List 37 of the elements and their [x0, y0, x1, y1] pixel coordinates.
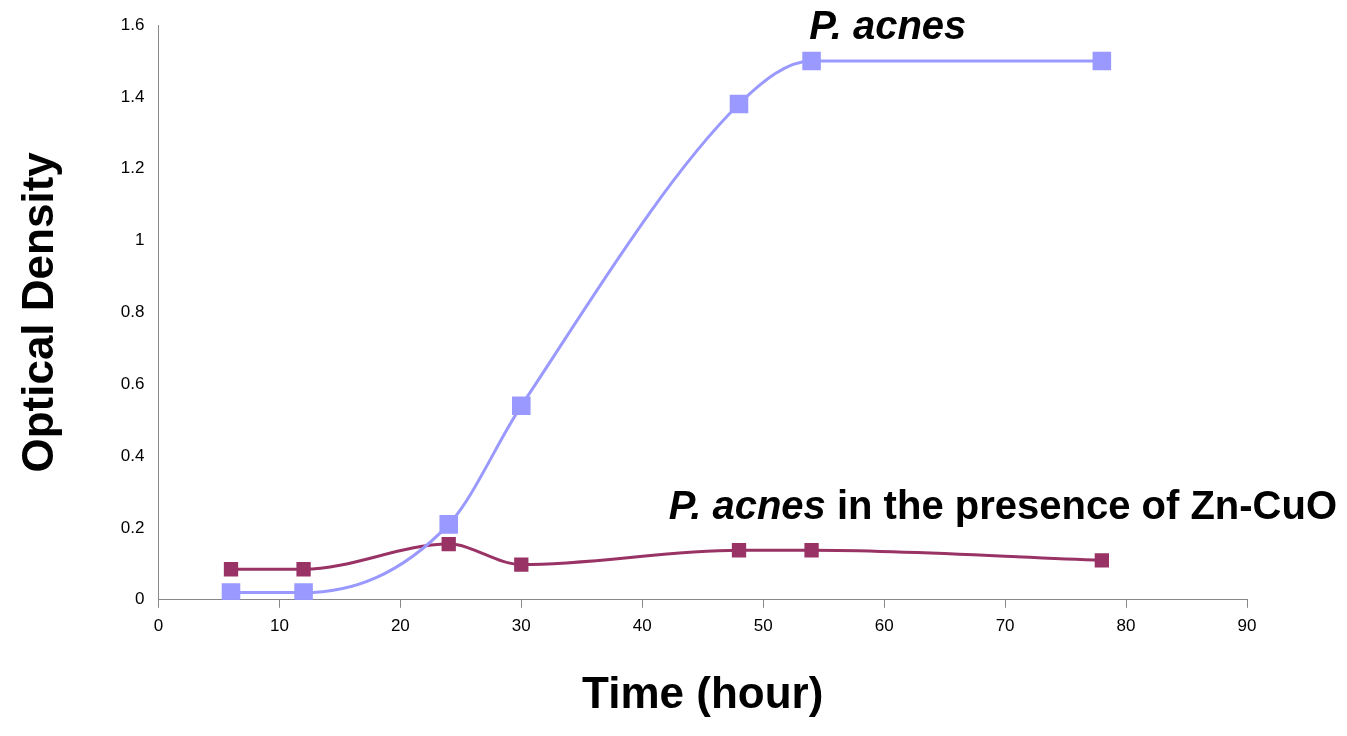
- point: [441, 536, 456, 552]
- x-tick-label: 20: [390, 615, 410, 635]
- point: [221, 583, 241, 600]
- y-tick-label: 0.8: [120, 302, 145, 322]
- point: [439, 515, 458, 534]
- x-axis-title: Time (hour): [582, 667, 824, 717]
- point: [1094, 553, 1110, 568]
- y-tick-label: 1.6: [120, 14, 145, 34]
- series-label: P. acnes in the presence of Zn-CuO: [668, 483, 1337, 528]
- x-tick-label: 30: [511, 615, 531, 635]
- point: [802, 51, 821, 71]
- y-tick-label: 0.6: [120, 373, 145, 393]
- y-tick-label: 0.2: [120, 517, 145, 537]
- series-label: P. acnes: [809, 2, 967, 47]
- point: [1092, 51, 1112, 71]
- x-tick-label: 70: [995, 615, 1015, 635]
- point: [729, 94, 749, 114]
- x-tick-label: 60: [874, 615, 894, 635]
- x-tick-label: 0: [153, 615, 164, 635]
- y-tick-label: 1: [134, 230, 145, 250]
- x-tick-label: 80: [1116, 615, 1136, 635]
- y-tick-label: 1.4: [120, 86, 145, 106]
- point: [296, 562, 311, 577]
- point: [514, 557, 529, 572]
- point: [731, 543, 747, 558]
- point: [294, 583, 313, 600]
- x-tick-label: 40: [632, 615, 652, 635]
- x-tick-label: 50: [753, 615, 773, 635]
- y-tick-label: 0.4: [120, 445, 145, 465]
- point: [804, 543, 819, 558]
- y-axis-title: Optical Density: [12, 151, 62, 473]
- y-tick-label: 0: [134, 589, 145, 609]
- x-tick-label: 10: [269, 615, 289, 635]
- point: [512, 396, 531, 416]
- point: [223, 562, 239, 577]
- y-tick-label: 1.2: [120, 158, 145, 178]
- x-tick-label: 90: [1237, 615, 1257, 635]
